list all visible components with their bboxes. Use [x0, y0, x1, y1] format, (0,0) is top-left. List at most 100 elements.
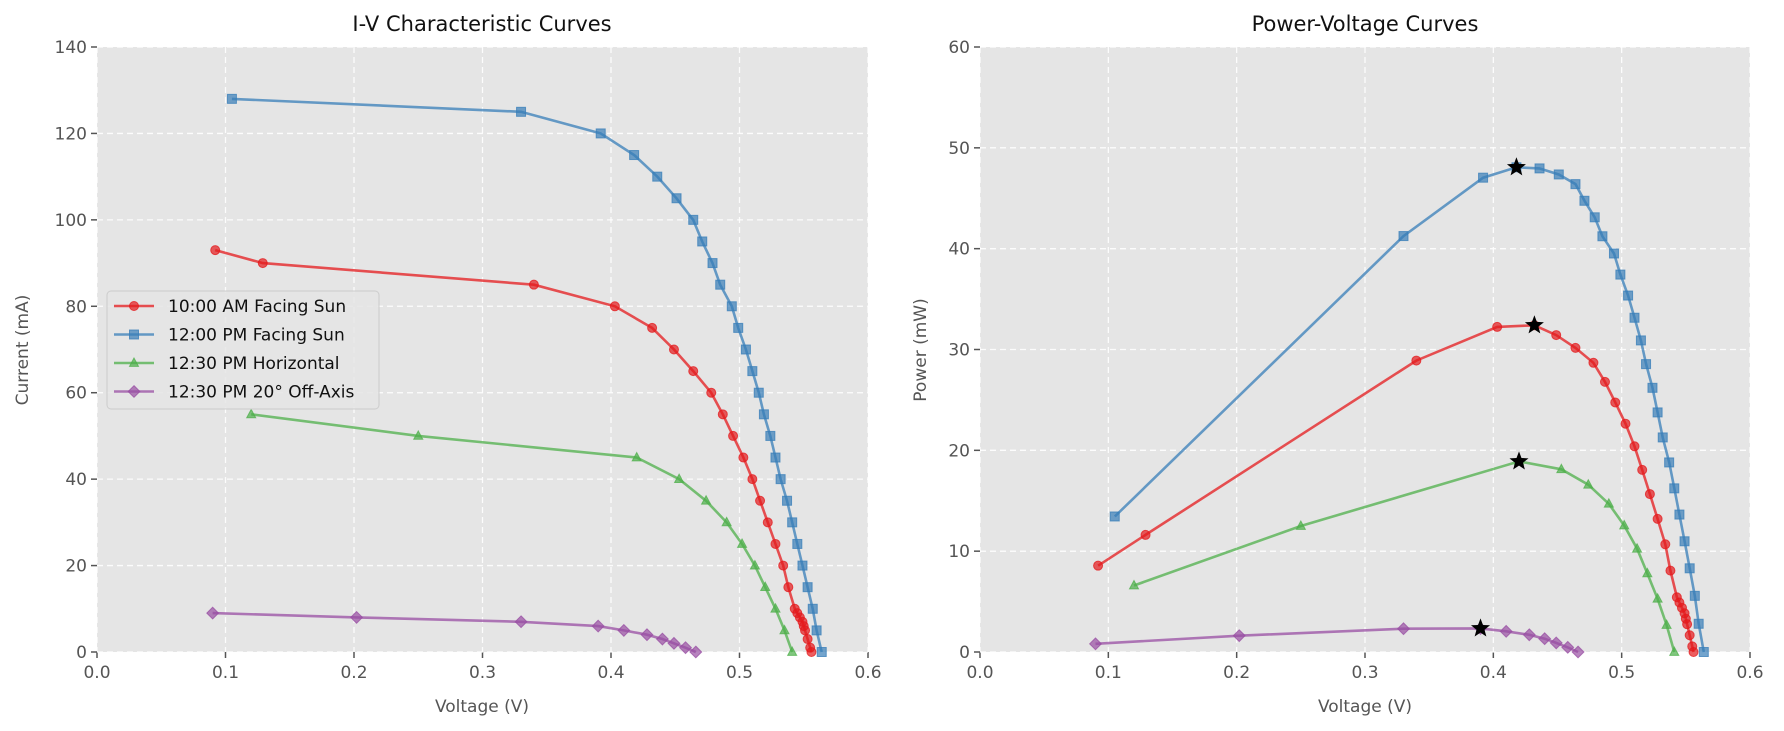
- iv-data-point: [807, 603, 818, 614]
- pv-data-point: [1652, 513, 1663, 524]
- iv-data-point: [717, 409, 728, 420]
- pv-data-point: [1128, 579, 1140, 590]
- iv-data-point: [528, 279, 539, 290]
- pv-y-tick-label: 10: [948, 542, 970, 562]
- iv-data-point: [787, 517, 798, 528]
- max-power-point-star: [1470, 618, 1491, 637]
- pv-y-axis-label: Power (mW): [911, 298, 931, 401]
- iv-x-tick-label: 0.2: [340, 663, 367, 683]
- iv-y-tick-label: 100: [55, 211, 87, 231]
- pv-data-point: [1688, 647, 1699, 657]
- iv-data-point: [747, 474, 758, 485]
- iv-x-tick-label: 0.0: [83, 663, 110, 683]
- pv-data-point: [1669, 483, 1680, 494]
- pv-data-point: [1665, 565, 1676, 576]
- iv-data-point: [668, 344, 679, 355]
- pv-data-point: [1684, 630, 1695, 641]
- pv-data-point: [1599, 376, 1610, 387]
- iv-y-tick-label: 80: [65, 297, 87, 317]
- pv-data-point: [1641, 359, 1652, 370]
- iv-data-point: [655, 632, 669, 646]
- iv-data-point: [778, 560, 789, 571]
- pv-y-tick-label: 30: [948, 341, 970, 361]
- pv-data-point: [1411, 355, 1422, 366]
- iv-data-point: [667, 636, 681, 650]
- iv-y-tick-label: 60: [65, 384, 87, 404]
- iv-y-tick-label: 120: [55, 124, 87, 144]
- iv-data-point: [762, 517, 773, 528]
- pv-data-point: [1499, 624, 1513, 638]
- legend: 10:00 AM Facing Sun 12:00 PM Facing Sun 12…: [106, 290, 380, 410]
- iv-data-point: [715, 279, 726, 290]
- iv-series-line: [212, 611, 697, 654]
- iv-data-point: [595, 128, 606, 139]
- iv-data-point: [736, 537, 748, 548]
- iv-data-point: [257, 258, 268, 269]
- iv-data-point: [721, 516, 732, 527]
- iv-data-point: [609, 301, 620, 312]
- iv-data-point: [749, 559, 761, 570]
- pv-x-tick-label: 0.6: [1736, 663, 1763, 683]
- pv-x-tick-label: 0.3: [1351, 663, 1378, 683]
- iv-data-point: [775, 474, 786, 485]
- pv-y-tick-label: 20: [948, 441, 970, 461]
- legend-marker-square-icon: [129, 329, 139, 340]
- pv-chart: Power-Voltage Curves Voltage (V) Power (…: [911, 12, 1764, 717]
- pv-y-tick-label: 60: [948, 38, 970, 58]
- pv-data-point: [1644, 489, 1655, 500]
- iv-data-point: [210, 245, 221, 256]
- iv-data-point: [707, 258, 718, 269]
- legend-marker-triangle-icon: [128, 356, 140, 367]
- pv-data-point: [1608, 248, 1619, 259]
- pv-x-tick-label: 0.0: [966, 663, 993, 683]
- pv-data-point: [1698, 647, 1709, 657]
- iv-series-square: [226, 93, 827, 657]
- pv-data-point: [1668, 645, 1680, 656]
- pv-data-point: [1660, 539, 1671, 550]
- pv-data-point: [1534, 163, 1545, 174]
- iv-data-point: [688, 366, 699, 377]
- iv-series-diamond: [206, 606, 703, 659]
- iv-data-point: [797, 560, 808, 571]
- pv-data-point: [1623, 290, 1634, 301]
- iv-data-point: [629, 150, 640, 161]
- iv-data-point: [802, 634, 813, 645]
- pv-series-line: [1095, 627, 1579, 654]
- pv-data-point: [1396, 622, 1411, 636]
- iv-data-point: [783, 582, 794, 593]
- iv-chart-title: I-V Characteristic Curves: [352, 12, 611, 36]
- pv-data-point: [1629, 441, 1640, 452]
- legend-label: 12:00 PM Facing Sun: [168, 326, 345, 346]
- pv-data-point: [1657, 432, 1668, 443]
- pv-x-tick-label: 0.1: [1095, 663, 1122, 683]
- legend-marker-circle-icon: [129, 301, 139, 311]
- iv-data-point: [733, 322, 744, 333]
- pv-data-point: [1549, 636, 1563, 650]
- iv-data-point: [738, 452, 749, 463]
- iv-data-point: [779, 624, 790, 635]
- iv-data-point: [759, 581, 771, 592]
- pv-data-point: [1579, 195, 1590, 206]
- iv-data-point: [673, 473, 685, 484]
- legend-label: 12:30 PM 20° Off-Axis: [168, 383, 355, 403]
- pv-data-point: [1232, 629, 1246, 643]
- iv-data-point: [706, 387, 717, 398]
- iv-data-point: [792, 538, 803, 549]
- pv-data-point: [1556, 463, 1567, 474]
- pv-series-line: [1133, 460, 1676, 653]
- iv-y-tick-label: 20: [65, 557, 87, 577]
- iv-series-circle: [210, 245, 817, 657]
- iv-data-point: [617, 623, 631, 637]
- iv-data-point: [647, 322, 658, 333]
- iv-data-point: [747, 366, 758, 377]
- max-power-point-star: [1524, 315, 1544, 334]
- iv-chart: I-V Characteristic Curves Voltage (V) Cu…: [13, 12, 882, 717]
- iv-y-tick-label: 140: [55, 38, 87, 58]
- pv-series-diamond: [1088, 621, 1585, 659]
- iv-data-point: [753, 387, 764, 398]
- pv-x-axis-label: Voltage (V): [1318, 697, 1412, 717]
- legend-item: 12:30 PM Horizontal: [114, 354, 340, 374]
- iv-data-point: [350, 610, 364, 624]
- iv-data-point: [671, 193, 682, 204]
